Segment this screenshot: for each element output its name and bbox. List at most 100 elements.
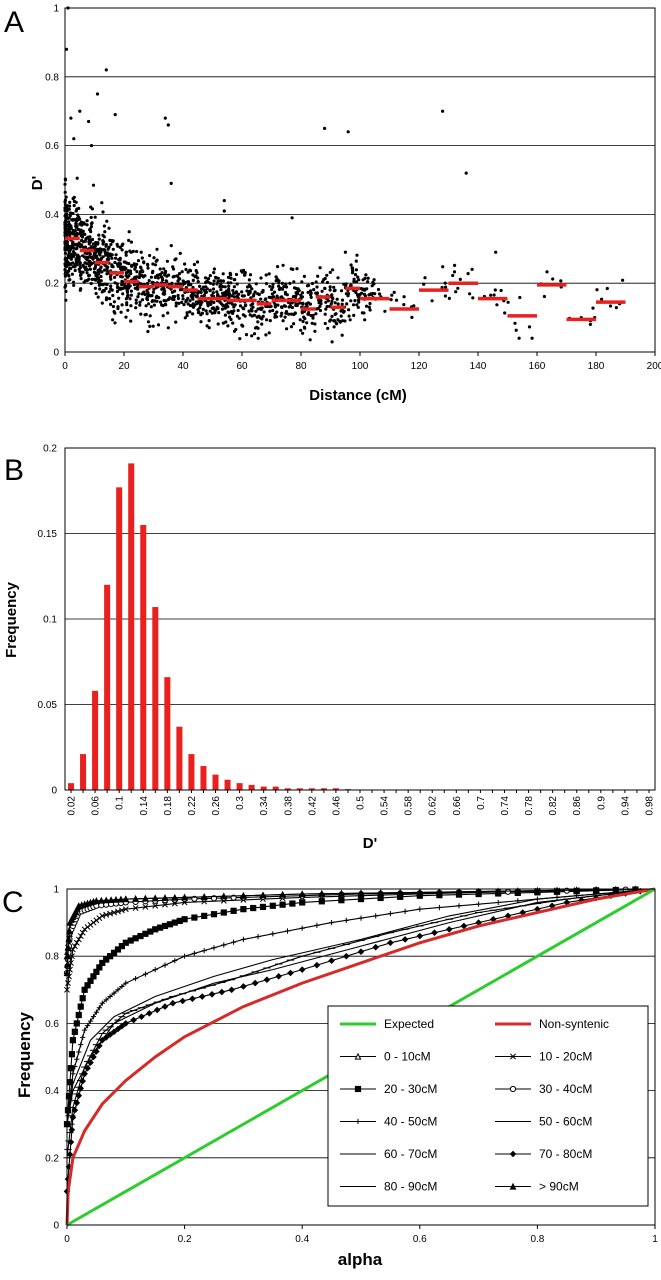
chart-c-marker [417,906,423,912]
chart-b-xtick-label: 0.26 [211,796,222,816]
chart-a-point [180,270,184,274]
chart-a-point [332,325,336,329]
chart-c-marker [239,892,247,899]
chart-a-point [148,324,152,328]
chart-a-point [210,293,214,297]
chart-a-point [410,315,414,319]
chart-a-point [64,283,68,288]
chart-a-point [492,293,496,297]
chart-a-point [196,276,200,280]
chart-a-point [196,280,200,284]
chart-a-point [227,284,231,288]
chart-c-marker [573,886,581,894]
chart-a-point [333,301,337,305]
chart-c-marker [372,943,380,951]
chart-a-point [207,326,211,330]
chart-c-marker [509,1085,517,1093]
chart-a-point [314,280,318,284]
chart-c-legend-label: Expected [384,1017,434,1031]
chart-a-point [219,282,223,286]
chart-a-point [67,220,71,224]
chart-a-point [279,314,283,318]
chart-a-point [71,211,75,216]
chart-a-xtick-label: 100 [352,361,369,372]
chart-a-point [99,274,103,279]
chart-b-ytick-label: 0.15 [38,529,58,540]
chart-b-bar [272,786,279,790]
chart-a-point [215,305,219,309]
chart-a-point [362,292,367,296]
chart-a-point [87,242,91,246]
chart-a-point [165,280,169,284]
chart-b-xtick-label: 0.74 [500,796,511,816]
chart-a-point [259,307,263,312]
chart-c-marker [111,990,117,996]
chart-c-marker [259,903,267,911]
chart-a-point [145,281,150,286]
chart-a-point [221,279,225,283]
chart-a-point [219,279,223,283]
chart-a-point [305,304,309,308]
chart-a-point [328,270,332,274]
chart-a-point [605,286,609,291]
chart-a-point [67,274,71,278]
chart-a-point [527,325,532,329]
chart-c-marker [198,993,206,1000]
chart-a-point [83,245,88,249]
chart-a-point [208,288,212,292]
chart-c-marker [289,900,296,907]
chart-a-point [268,309,272,313]
chart-c-marker [141,894,149,902]
chart-a-point [134,275,138,279]
chart-a-point [100,248,104,252]
chart-a-point [222,199,226,203]
chart-a-point [323,286,327,290]
chart-a-point [125,303,129,307]
chart-c-marker [181,893,189,901]
chart-a-point [290,216,294,220]
chart-c-ytick-label: 0.2 [45,1153,59,1164]
chart-a-point [95,272,99,276]
chart-a-point [134,301,138,305]
chart-a-point [215,290,219,294]
chart-a-point [271,282,275,286]
chart-a-point [332,319,336,323]
chart-c-legend-label: 30 - 40cM [539,1082,592,1096]
chart-a-point [145,298,150,302]
chart-c-series-line [65,887,656,1226]
chart-a-point [344,292,348,296]
chart-a-ylabel: D' [29,176,46,190]
chart-a-point [196,308,200,312]
chart-a-point [63,228,67,232]
chart-a-point [343,250,347,254]
chart-a-point [174,301,178,305]
chart-a-point [251,294,256,298]
chart-a-point [165,274,169,278]
chart-a-point [119,310,123,314]
chart-a-point [117,296,121,300]
chart-c-marker [138,1013,145,1020]
chart-a-point [360,311,364,315]
chart-b-xtick-label: 0.66 [452,796,463,816]
chart-a-point [63,200,67,204]
chart-a-point [261,288,265,293]
chart-a-point [367,293,371,297]
chart-a-point [255,325,259,329]
chart-a-point [77,255,81,259]
chart-c-marker [99,1000,105,1006]
chart-a-point [109,242,113,247]
chart-a-point [239,269,243,273]
chart-a-point [219,302,224,306]
chart-a-point [120,282,124,286]
chart-a-point [190,304,194,308]
chart-a-point [100,201,104,205]
chart-a-point [119,267,123,271]
chart-c-marker [299,925,305,931]
chart-a-point [117,261,121,265]
chart-a-point [199,300,203,304]
chart-a-point [289,325,293,329]
chart-a-point [169,181,173,185]
chart-b-xtick-label: 0.86 [572,796,583,816]
chart-a-point [198,284,202,288]
chart-a-point [132,263,136,267]
